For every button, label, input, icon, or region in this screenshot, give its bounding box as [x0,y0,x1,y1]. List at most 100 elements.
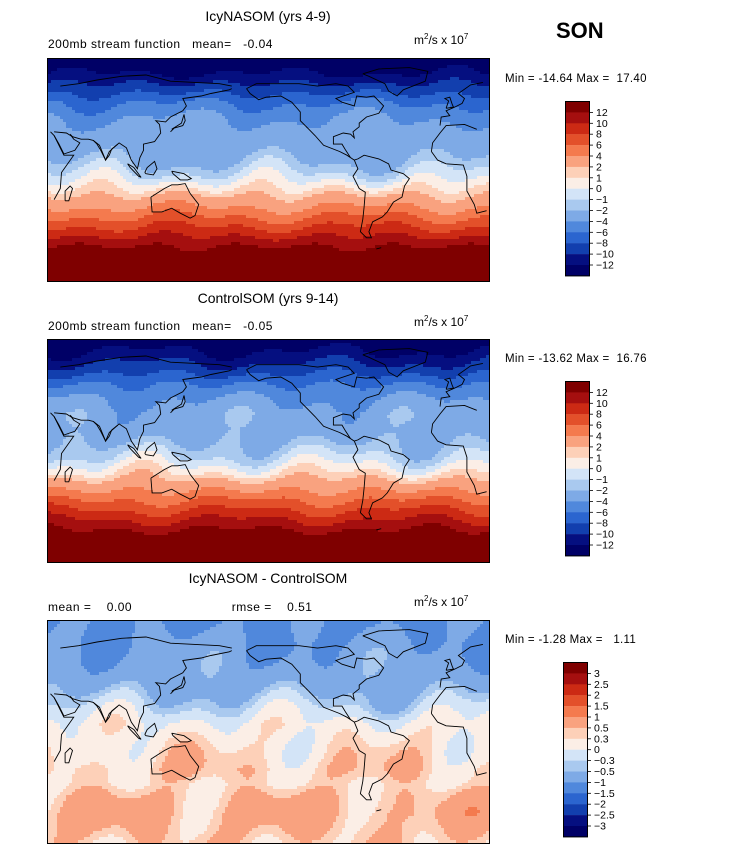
field-cell [183,68,187,72]
field-cell [51,149,55,153]
field-cell [48,65,52,69]
field-cell [474,80,478,84]
field-cell [366,110,370,114]
field-cell [318,98,322,102]
field-cell [381,146,385,150]
field-cell [198,68,202,72]
field-cell [279,80,283,84]
field-cell [312,116,316,120]
field-cell [366,158,370,162]
field-cell [213,137,217,141]
field-cell [153,110,157,114]
field-cell [324,149,328,153]
field-cell [105,134,109,138]
field-cell [300,98,304,102]
field-cell [288,119,292,123]
field-cell [99,86,103,90]
field-cell [357,74,361,78]
field-cell [288,89,292,93]
field-cell [189,149,193,153]
field-cell [198,86,202,90]
field-cell [345,89,349,93]
field-cell [81,95,85,99]
field-cell [108,122,112,126]
field-cell [180,146,184,150]
field-cell [48,131,52,135]
field-cell [150,107,154,111]
field-cell [120,74,124,78]
field-cell [411,158,415,162]
field-cell [411,95,415,99]
field-cell [84,65,88,69]
field-cell [264,155,268,159]
field-cell [54,113,58,117]
field-cell [66,128,70,132]
field-cell [123,77,127,81]
field-cell [195,74,199,78]
field-cell [453,158,457,162]
field-cell [345,65,349,69]
field-cell [315,128,319,132]
field-cell [444,68,448,72]
field-cell [237,92,241,96]
field-cell [408,104,412,108]
field-cell [303,128,307,132]
field-cell [483,113,487,117]
field-cell [174,143,178,147]
field-cell [399,104,403,108]
field-cell [237,134,241,138]
field-cell [459,86,463,90]
field-cell [156,107,160,111]
field-cell [189,95,193,99]
field-cell [486,134,489,138]
field-cell [471,59,475,63]
field-cell [420,131,424,135]
field-cell [234,113,238,117]
field-cell [402,158,406,162]
field-cell [189,77,193,81]
field-cell [300,71,304,75]
field-cell [465,62,469,66]
field-cell [390,134,394,138]
field-cell [300,119,304,123]
field-cell [237,71,241,75]
field-cell [228,74,232,78]
field-cell [78,116,82,120]
field-cell [249,59,253,63]
field-cell [384,107,388,111]
field-cell [168,98,172,102]
field-cell [207,128,211,132]
field-cell [93,77,97,81]
field-cell [117,74,121,78]
field-cell [306,101,310,105]
field-cell [426,68,430,72]
field-cell [477,101,481,105]
field-cell [267,89,271,93]
field-cell [447,86,451,90]
field-cell [453,74,457,78]
field-cell [243,125,247,129]
field-cell [348,140,352,144]
field-cell [114,65,118,69]
field-cell [144,107,148,111]
field-cell [75,122,79,126]
field-cell [444,86,448,90]
field-cell [366,125,370,129]
field-cell [168,74,172,78]
field-cell [75,77,79,81]
field-cell [453,89,457,93]
field-cell [261,143,265,147]
field-cell [153,104,157,108]
field-cell [441,104,445,108]
field-cell [363,68,367,72]
field-cell [222,86,226,90]
field-cell [234,107,238,111]
field-cell [390,107,394,111]
field-cell [135,59,139,63]
field-cell [450,92,454,96]
field-cell [249,77,253,81]
field-cell [486,101,489,105]
field-cell [327,65,331,69]
field-cell [465,122,469,126]
field-cell [54,86,58,90]
